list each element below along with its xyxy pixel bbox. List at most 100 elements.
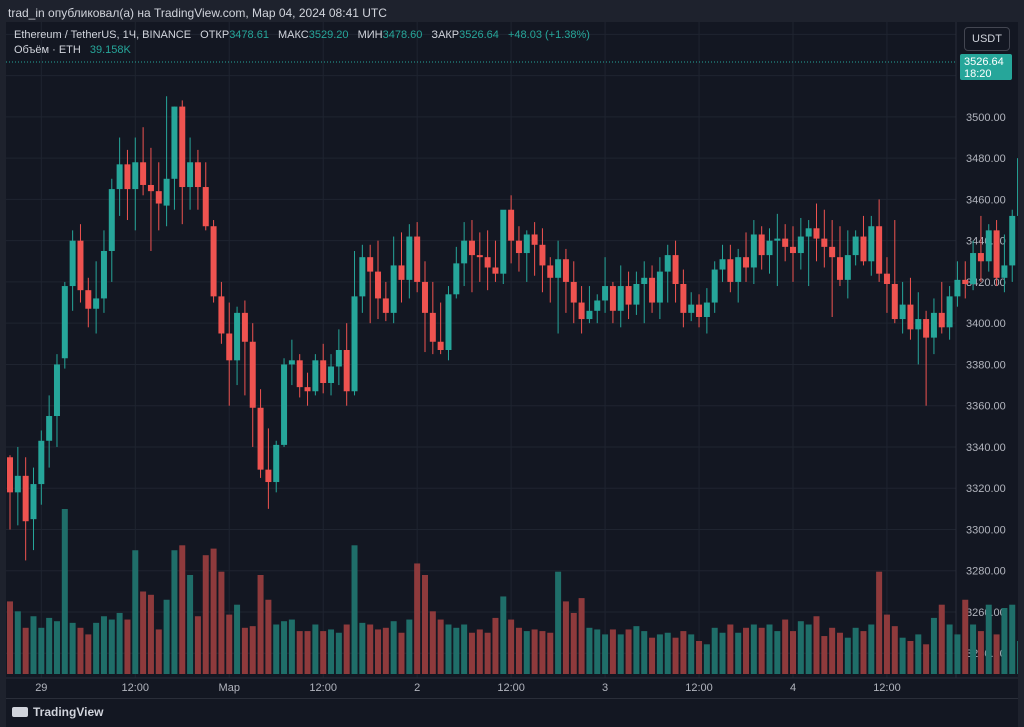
candle-body [187,162,194,188]
volume-bar [555,571,562,674]
candle-body [617,286,624,311]
volume-bar [547,632,554,674]
candle-body [743,257,750,268]
x-tick-label: 2 [414,682,420,694]
volume-bar [414,563,421,674]
symbol-title[interactable]: Ethereum / TetherUS, 1Ч, BINANCE [14,29,192,41]
candle-body [241,312,248,342]
candle-body [85,290,92,309]
volume-bar [836,632,843,674]
volume-bar [985,604,992,674]
volume-bar [876,571,883,674]
candle-body [938,312,945,328]
candle-body [265,469,272,483]
volume-bar [155,629,162,674]
candle-body [821,238,828,247]
volume-bar [194,616,201,674]
candle-body [696,304,703,317]
candle-body [649,277,656,303]
volume-bar [617,634,624,674]
candle-body [414,236,421,282]
volume-bar [69,622,76,674]
candle-body [468,240,475,256]
volume-bar [288,619,295,674]
candle-body [437,341,444,350]
volume-bar [743,627,750,674]
candle-body [179,106,186,188]
volume-bar [1017,641,1018,674]
volume-bar [61,509,68,674]
x-tick-label: 12:00 [309,682,337,694]
candle-body [844,255,851,280]
candle-body [453,263,460,295]
volume-bar [53,621,60,674]
candle-body [492,267,499,274]
candle-body [257,407,264,470]
candle-body [171,106,178,179]
candle-body [296,360,303,388]
candle-body [946,296,953,328]
volume-label[interactable]: Объём · ETH [14,44,81,56]
volume-bar [860,631,867,674]
volume-bar [30,616,37,674]
volume-bar [202,555,209,674]
candle-body [22,475,29,522]
volume-bar [124,619,131,674]
volume-bar [85,634,92,674]
candle-body [210,226,217,297]
volume-bar [680,631,687,674]
candle-body [570,281,577,303]
volume-bar [390,621,397,674]
volume-bar [907,641,914,674]
chart-panel[interactable]: 3540.003520.003500.003480.003460.003440.… [6,22,1018,698]
volume-bar [140,591,147,674]
volume-bar [100,616,107,674]
candle-body [625,286,632,305]
currency-button[interactable]: USDT [964,27,1010,51]
candle-body [500,209,507,274]
candle-body [813,228,820,239]
open-value: 3478.61 [229,29,269,41]
candle-body [124,164,131,190]
volume-bar [492,617,499,674]
high-label: МАКС [278,29,309,41]
candle-body [829,246,836,258]
volume-bar [977,631,984,674]
tradingview-logo[interactable]: TradingView [12,705,103,719]
volume-bar [727,624,734,674]
volume-bar [562,601,569,674]
volume-bar [813,616,820,674]
x-tick-label: 12:00 [497,682,525,694]
high-value: 3529.20 [308,29,349,41]
candle-body [539,244,546,266]
volume-bar [946,624,953,674]
volume-bar [226,614,233,674]
volume-bar [375,629,382,674]
candle-body [711,269,718,303]
volume-bar [649,637,656,674]
candle-body [14,475,21,493]
y-tick-label: 3360.00 [966,401,1006,413]
candle-body [602,286,609,301]
candle-body [515,240,522,254]
candle-body [461,240,468,264]
candle-body [594,300,601,311]
volume-bar [1009,604,1016,674]
volume-bar [954,634,961,674]
candle-body [876,226,883,274]
volume-bar [351,545,358,674]
candle-body [883,273,890,284]
volume-bar [281,621,288,674]
volume-bar [476,629,483,674]
volume-bar [46,617,53,674]
y-tick-label: 3460.00 [966,194,1006,206]
x-tick-label: Мар [218,682,240,694]
candle-body [202,187,209,227]
candle-body [53,364,60,417]
volume-bar [844,637,851,674]
volume-bar [993,634,1000,674]
candlestick-chart[interactable]: 3540.003520.003500.003480.003460.003440.… [6,22,1018,698]
candle-body [132,162,139,190]
volume-bar [218,571,225,674]
candle-body [555,259,562,278]
